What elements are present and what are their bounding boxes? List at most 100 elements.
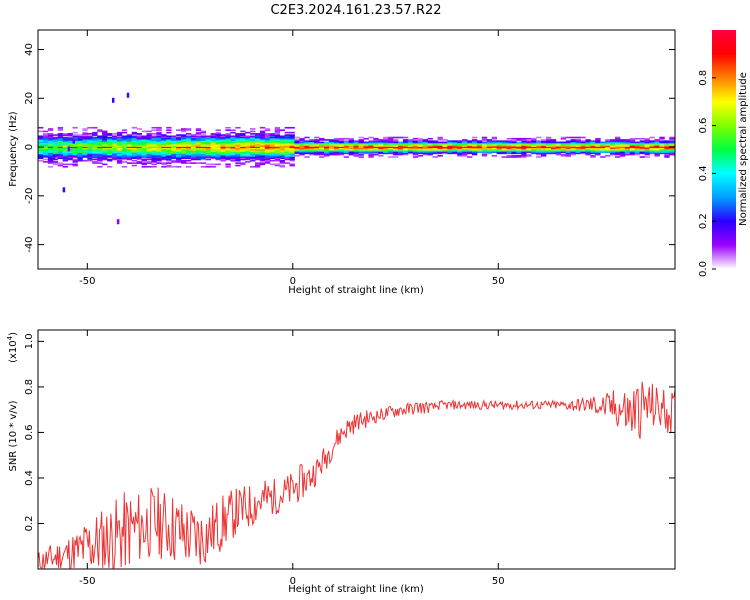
spectrogram-cell (417, 139, 424, 141)
spectrogram-cell (565, 147, 572, 150)
spectrogram-cell (634, 148, 641, 151)
snr-frame (37, 329, 676, 570)
spectrogram-cell (245, 135, 251, 138)
spectrogram-cell (141, 165, 147, 168)
spectrogram-cell (146, 144, 152, 146)
spectrogram-cell (92, 157, 98, 160)
spectrogram-cell (314, 145, 320, 147)
spectrogram-cell (102, 148, 108, 151)
spectrogram-cell (299, 140, 305, 142)
spectrogram-cell (536, 142, 542, 145)
spectrogram-cell (181, 139, 187, 141)
spectrogram-cell (585, 151, 591, 153)
spectrogram-cell (649, 144, 655, 146)
spectrogram-cell (131, 135, 138, 138)
spectrogram-cell (250, 159, 256, 162)
spectrogram-cell (67, 150, 73, 152)
spectrogram-cell (107, 150, 113, 152)
spectrogram-cell (324, 147, 330, 150)
spectrogram-cell (447, 150, 453, 152)
spectrogram-cell (52, 152, 59, 155)
spectrogram-cell (116, 159, 123, 162)
spectrogram-cell (669, 148, 675, 151)
spectrogram-cell (176, 152, 182, 155)
spectrogram-cell (38, 153, 44, 156)
spectrogram-cell (126, 151, 133, 153)
spectrogram-cell (146, 136, 152, 139)
spectrogram-cell (195, 137, 202, 140)
spectrogram-cell (190, 140, 197, 142)
spectrogram-cell (550, 150, 557, 152)
spectrogram-cell (639, 144, 645, 146)
spectrogram-cell (333, 152, 340, 155)
spectrogram-cell (92, 162, 98, 164)
spectrogram-cell (220, 140, 226, 142)
spectrogram-cell (92, 147, 98, 150)
spectrogram-cell (42, 147, 49, 150)
spectrogram-cell (146, 162, 152, 164)
spectrogram-cell (87, 156, 93, 158)
spectrogram-cell (644, 139, 650, 141)
spectrogram-cell (210, 139, 216, 141)
spectrogram-cell (205, 136, 212, 139)
spectrogram-cell (195, 157, 202, 160)
spectrogram-cell (190, 142, 197, 145)
spectrogram-cell (269, 146, 276, 149)
spectrogram-cell (151, 126, 157, 129)
spectrogram-cell (230, 145, 236, 147)
spectrogram-cell (82, 140, 88, 142)
spectrogram-cell (664, 140, 670, 142)
spectrogram-cell (240, 151, 246, 153)
spectrogram-cell (176, 145, 182, 147)
spectrogram-cell (629, 151, 636, 153)
spectrogram-cell (610, 146, 616, 149)
spectrogram-cell (102, 152, 108, 155)
spectrogram-cell (353, 145, 359, 147)
spectrogram-cell (614, 136, 621, 139)
spectrogram-cell (481, 146, 488, 149)
spectrogram-cell (254, 147, 261, 150)
spectrogram-cell (501, 151, 507, 153)
spectrogram-cell (304, 148, 310, 151)
spectrogram-cell (161, 158, 167, 161)
spectrogram-cell (264, 139, 271, 141)
spectrogram-cell (77, 139, 83, 141)
spectrogram-cell (402, 144, 409, 146)
spectrogram-cell (486, 142, 493, 145)
spectrogram-cell (511, 137, 517, 140)
spectrogram-cell (77, 159, 83, 162)
spectrogram-cell (605, 148, 611, 151)
spectrogram-cell (72, 154, 78, 157)
spectrogram-cell (580, 136, 586, 139)
spectrogram-cell (107, 141, 113, 144)
spectrogram-cell (309, 152, 315, 155)
spectrogram-cell (575, 141, 581, 144)
spectrogram-cell (245, 150, 251, 152)
spectrogram-cell (373, 152, 379, 155)
spectrogram-cell (156, 131, 162, 134)
spectrogram-cell (121, 144, 128, 146)
spectrogram-cell (92, 152, 98, 155)
spectrogram-cell (235, 151, 241, 153)
spectrogram-cell (555, 153, 562, 156)
spectrogram-cell (181, 152, 187, 155)
spectrogram-cell (38, 135, 44, 138)
spectrogram-cell (42, 153, 49, 156)
spectrogram-cell (181, 141, 187, 144)
spectrogram-cell (235, 159, 241, 162)
spectrogram-cell (240, 130, 246, 133)
spectrogram-cell (614, 147, 621, 150)
spectrogram-cell (333, 145, 340, 147)
spectrogram-cell (166, 147, 172, 150)
spectrogram-cell (457, 141, 463, 144)
spectrogram-cell (388, 148, 394, 151)
spectrogram-cell (452, 142, 458, 145)
spectrogram-cell (57, 148, 64, 151)
spectrogram-cell (407, 148, 414, 151)
spectrogram-cell (107, 142, 113, 145)
spectrogram-cell (111, 141, 118, 144)
spectrogram-cell (195, 128, 202, 130)
spectrogram-cell (506, 156, 512, 158)
spectrogram-cell (590, 154, 596, 157)
spectrogram-cell (215, 148, 221, 151)
